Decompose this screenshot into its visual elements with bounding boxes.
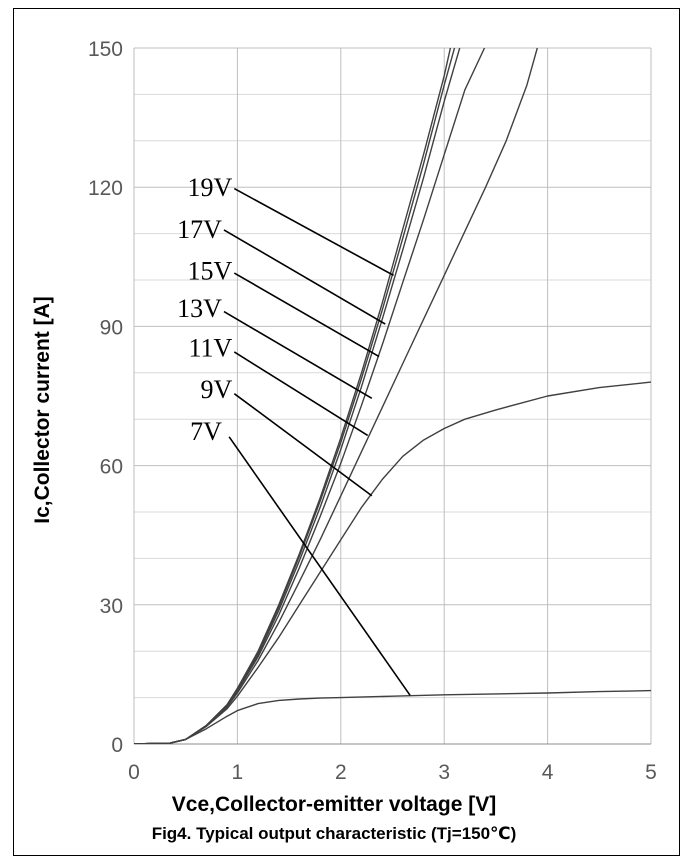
- curve-13V: [134, 48, 486, 744]
- x-tick-label: 5: [645, 761, 657, 784]
- leader-line-17V: [223, 229, 386, 325]
- y-tick-label: 60: [100, 456, 123, 479]
- curve-labels: 19V 17V 15V 13V 11V 9V 7V: [177, 173, 232, 446]
- curve-15V: [134, 48, 461, 744]
- y-tick-label: 90: [100, 316, 123, 339]
- x-tick-label: 4: [542, 761, 554, 784]
- leader-line-7V: [228, 436, 411, 696]
- curve-7V: [134, 689, 651, 744]
- y-tick-labels: 0 30 60 90 120 150: [88, 38, 123, 757]
- curve-11V: [134, 48, 538, 744]
- curve-label-19V: 19V: [188, 173, 233, 202]
- leader-line-9V: [233, 393, 373, 497]
- x-tick-label: 2: [335, 761, 347, 784]
- curve-label-9V: 9V: [201, 375, 233, 404]
- curve-19V: [134, 48, 452, 744]
- figure-frame: 0 1 2 3 4 5 0 30 60 90 120 150 19V 17V 15V 13V 11V 9V 7V…: [13, 8, 680, 856]
- x-axis-title: Vce,Collector-emitter voltage [V]: [172, 793, 496, 816]
- y-axis-title: Ic,Collector current [A]: [31, 296, 54, 524]
- curve-label-11V: 11V: [188, 333, 232, 362]
- x-tick-label: 0: [128, 761, 140, 784]
- curve-label-15V: 15V: [188, 257, 233, 286]
- curve-label-17V: 17V: [177, 215, 222, 244]
- curve-17V: [134, 48, 456, 744]
- figure-caption: Fig4. Typical output characteristic (Tj=…: [152, 824, 517, 843]
- y-tick-label: 150: [88, 38, 123, 61]
- curve-9V: [134, 381, 651, 744]
- leader-line-15V: [233, 272, 380, 358]
- leader-line-11V: [233, 351, 369, 437]
- curves: [134, 48, 651, 744]
- x-tick-label: 1: [232, 761, 244, 784]
- leader-line-13V: [223, 310, 373, 400]
- y-tick-label: 30: [100, 595, 123, 618]
- curve-label-13V: 13V: [177, 294, 222, 323]
- x-tick-label: 3: [438, 761, 450, 784]
- x-tick-labels: 0 1 2 3 4 5: [128, 761, 657, 784]
- leader-line-19V: [233, 187, 394, 277]
- leader-lines: [223, 187, 411, 696]
- y-tick-label: 120: [88, 177, 123, 200]
- curve-label-7V: 7V: [190, 417, 222, 446]
- y-tick-label: 0: [111, 734, 123, 757]
- chart: 0 1 2 3 4 5 0 30 60 90 120 150 19V 17V 15V 13V 11V 9V 7V…: [31, 38, 657, 843]
